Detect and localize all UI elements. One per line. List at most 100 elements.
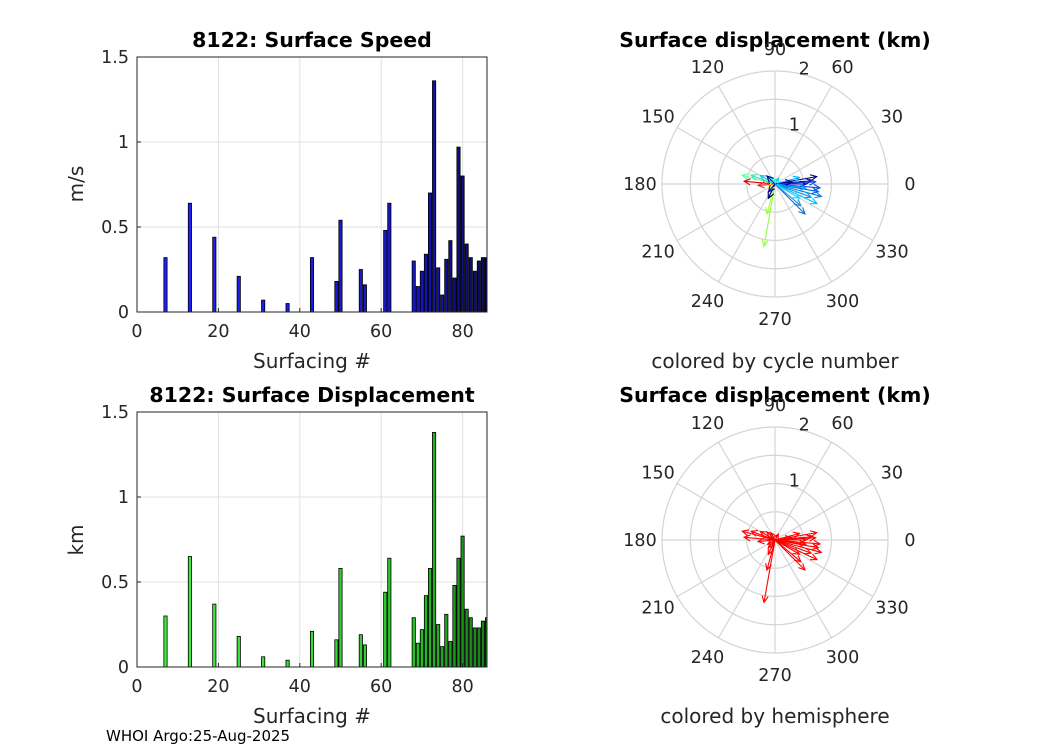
polar1-arrow bbox=[759, 174, 776, 185]
polar1-arrow bbox=[774, 183, 808, 191]
speed-x-ticks: 0 20 40 60 80 bbox=[131, 308, 474, 342]
polar1-caption: colored by cycle number bbox=[651, 349, 899, 373]
speed-bar bbox=[448, 240, 453, 313]
polar1-spoke bbox=[774, 126, 874, 185]
speed-chart-title: 8122: Surface Speed bbox=[192, 28, 432, 52]
polar2-angle-label: 180 bbox=[623, 531, 656, 551]
speed-y-ticks: 0 0.5 1 1.5 bbox=[101, 48, 141, 323]
speed-ytick-label: 0 bbox=[118, 303, 129, 323]
disp-bar bbox=[452, 585, 457, 668]
polar2-title: Surface displacement (km) bbox=[619, 383, 930, 407]
polar2-angle-label: 300 bbox=[826, 648, 859, 668]
disp-bar bbox=[427, 568, 433, 668]
speed-bar bbox=[163, 257, 168, 313]
polar2-angle-labels: 0 30 60 90 120 150 180 210 240 270 300 330 1 2 bbox=[623, 396, 915, 686]
disp-xtick-label: 20 bbox=[207, 677, 229, 697]
polar2-spoke bbox=[717, 441, 776, 541]
polar1-arrow bbox=[774, 183, 806, 215]
polar1-r-label: 1 bbox=[789, 115, 800, 135]
disp-xtick-label: 0 bbox=[131, 677, 142, 697]
disp-bar bbox=[411, 617, 416, 668]
speed-xlabel: Surfacing # bbox=[253, 349, 371, 373]
disp-bar bbox=[448, 641, 453, 668]
speed-xtick-label: 40 bbox=[289, 322, 311, 342]
polar2-spoke bbox=[774, 441, 833, 541]
speed-grid bbox=[137, 57, 487, 312]
speed-axes-box bbox=[136, 56, 488, 313]
polar2-angle-label: 30 bbox=[881, 464, 903, 484]
speed-xtick-label: 80 bbox=[451, 322, 473, 342]
polar2-angle-label: 150 bbox=[641, 464, 674, 484]
disp-bar bbox=[387, 557, 392, 668]
disp-bar bbox=[468, 617, 473, 668]
speed-xtick-label: 60 bbox=[370, 322, 392, 342]
polar2-angle-label: 210 bbox=[641, 599, 674, 619]
displacement-bars bbox=[163, 431, 488, 668]
polar1-spoke bbox=[676, 183, 776, 242]
polar1-arrow bbox=[767, 183, 776, 193]
speed-bar bbox=[411, 260, 416, 313]
disp-bar bbox=[163, 615, 168, 668]
speed-ylabel: m/s bbox=[64, 166, 88, 203]
speed-bar bbox=[187, 202, 192, 313]
disp-ytick-label: 0.5 bbox=[101, 573, 129, 593]
speed-bar bbox=[472, 270, 477, 313]
polar1-arrow bbox=[774, 183, 823, 199]
speed-bar bbox=[436, 267, 441, 313]
polar1-grid bbox=[661, 70, 889, 298]
polar1-arrows bbox=[741, 173, 823, 248]
polar1-spoke bbox=[717, 183, 776, 283]
disp-bar bbox=[383, 591, 388, 668]
polar1-arrow bbox=[772, 177, 780, 186]
speed-bar bbox=[334, 280, 339, 313]
polar2-spoke bbox=[676, 482, 776, 541]
speed-bar bbox=[383, 229, 388, 313]
displacement-axes-box bbox=[136, 411, 488, 668]
polar1-angle-label: 60 bbox=[831, 58, 853, 78]
speed-bar bbox=[460, 175, 465, 313]
polar1-angle-label: 30 bbox=[881, 108, 903, 128]
polar2-spoke bbox=[717, 539, 776, 639]
disp-ytick-label: 0 bbox=[118, 658, 129, 678]
speed-bar bbox=[432, 80, 437, 313]
disp-bar bbox=[358, 634, 363, 668]
speed-bar bbox=[440, 294, 445, 313]
displacement-x-ticks: 0 20 40 60 80 bbox=[131, 663, 474, 697]
disp-bar bbox=[464, 608, 469, 668]
speed-bar bbox=[476, 260, 481, 313]
polar2-angle-label: 90 bbox=[764, 396, 786, 416]
polar1-arrow bbox=[774, 183, 813, 199]
polar2-grid bbox=[661, 426, 889, 654]
polar2-angle-label: 60 bbox=[831, 414, 853, 434]
displacement-bar-chart: 8122: Surface Displacement 0 20 40 60 80 0 0.… bbox=[64, 383, 488, 728]
polar1-angle-labels: 0 30 60 90 120 150 180 210 240 270 300 330 1 2 bbox=[623, 40, 915, 330]
speed-bar bbox=[419, 270, 424, 313]
speed-ytick-label: 1.5 bbox=[101, 48, 129, 68]
disp-bar bbox=[440, 646, 445, 668]
speed-bars bbox=[163, 80, 488, 313]
speed-bar bbox=[212, 236, 217, 313]
disp-xtick-label: 60 bbox=[370, 677, 392, 697]
footer-credit: WHOI Argo:25-Aug-2025 bbox=[106, 727, 290, 745]
speed-xtick-label: 20 bbox=[207, 322, 229, 342]
polar1-arrow bbox=[756, 181, 776, 189]
speed-ytick-label: 0.5 bbox=[101, 218, 129, 238]
polar2-arrow bbox=[774, 539, 808, 547]
polar2-arrow bbox=[759, 530, 776, 541]
disp-xtick-label: 40 bbox=[289, 677, 311, 697]
polar2-angle-label: 330 bbox=[875, 599, 908, 619]
disp-bar bbox=[309, 630, 315, 668]
disp-bar bbox=[419, 629, 424, 668]
polar1-arrow bbox=[767, 183, 776, 200]
disp-bar bbox=[480, 620, 485, 668]
polar2-arrow bbox=[766, 531, 776, 541]
polar2-arrow bbox=[772, 533, 780, 542]
polar2-angle-label: 120 bbox=[691, 414, 724, 434]
speed-xtick-label: 0 bbox=[131, 322, 142, 342]
disp-bar bbox=[436, 624, 441, 668]
speed-bar bbox=[456, 146, 461, 313]
polar1-angle-label: 150 bbox=[641, 108, 674, 128]
speed-bar bbox=[423, 253, 428, 313]
speed-bar bbox=[261, 299, 266, 313]
speed-bar bbox=[362, 284, 367, 313]
